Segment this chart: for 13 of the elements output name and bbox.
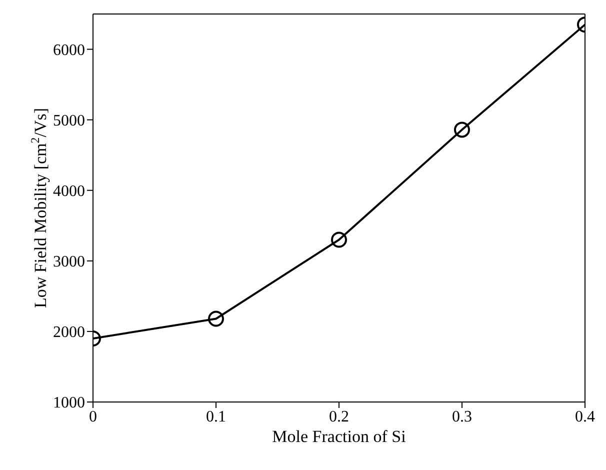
- y-tick-label: 3000: [53, 254, 85, 271]
- x-tick-label: 0.1: [206, 408, 226, 426]
- x-tick-label: 0.4: [575, 408, 595, 426]
- y-tick-label: 1000: [53, 394, 85, 412]
- x-tick-label: 0: [89, 408, 97, 426]
- y-tick-label: 5000: [53, 112, 85, 130]
- x-axis-title: Mole Fraction of Si: [272, 427, 406, 446]
- y-tick-label: 2000: [53, 324, 85, 342]
- x-tick-label: 0.3: [452, 408, 472, 426]
- point: [331, 232, 347, 248]
- y-tick-label: 4000: [53, 183, 85, 200]
- x-tick-label: 0.2: [329, 408, 349, 426]
- y-tick-label: 6000: [53, 42, 85, 59]
